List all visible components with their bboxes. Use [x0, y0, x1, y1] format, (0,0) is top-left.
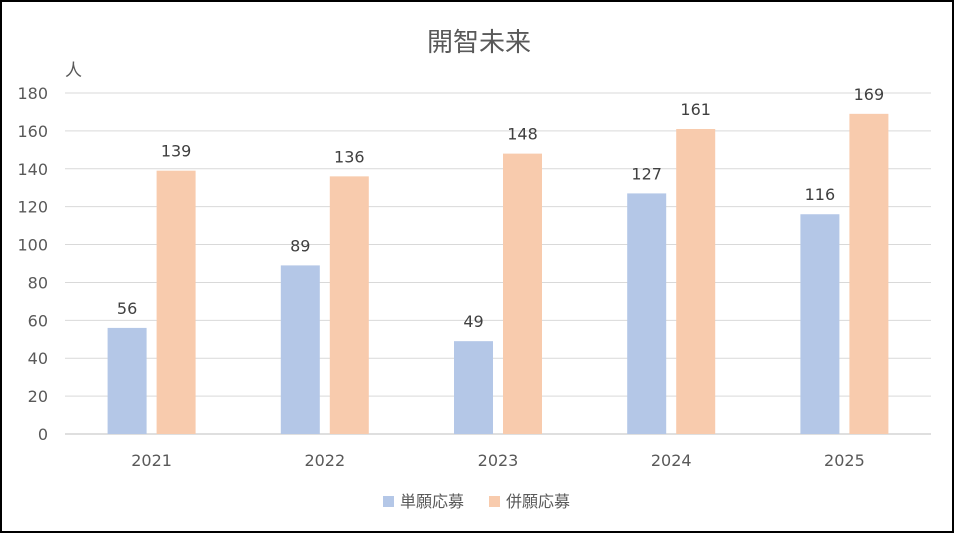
- chart-title: 開智未来: [427, 28, 531, 58]
- data-label: 148: [507, 125, 538, 144]
- axis-ticks: 0 20 40 60 80 100 120 140 160 180 2021 2022 2023 2024…: [17, 84, 864, 470]
- bars: [107, 113, 889, 434]
- bar: [329, 176, 369, 434]
- y-axis-unit: 人: [65, 61, 82, 81]
- y-tick-label: 100: [17, 236, 48, 255]
- y-tick-label: 180: [17, 84, 48, 103]
- bar: [676, 128, 716, 434]
- legend-label: 単願応募: [400, 492, 464, 511]
- y-tick-label: 60: [28, 311, 48, 330]
- x-tick-label: 2023: [478, 451, 519, 470]
- y-tick-label: 20: [28, 387, 48, 406]
- bar: [503, 153, 542, 434]
- x-tick-label: 2021: [131, 451, 172, 470]
- bar: [280, 265, 320, 434]
- bar: [156, 170, 196, 434]
- bar: [800, 214, 840, 434]
- y-tick-label: 140: [17, 160, 48, 179]
- grid-lines: [65, 92, 931, 435]
- data-label: 139: [161, 142, 192, 161]
- legend-swatch: [489, 496, 500, 507]
- bar: [454, 341, 493, 434]
- legend-label: 併願応募: [506, 492, 570, 511]
- x-tick-label: 2022: [304, 451, 345, 470]
- legend-swatch: [383, 496, 394, 507]
- data-label: 169: [854, 85, 885, 104]
- data-label: 116: [805, 185, 836, 204]
- bar: [627, 193, 667, 434]
- y-tick-label: 0: [38, 425, 48, 444]
- chart-legend: 単願応募 併願応募: [383, 492, 570, 511]
- data-label: 49: [463, 312, 483, 331]
- data-label: 89: [290, 236, 310, 255]
- y-tick-label: 40: [28, 349, 48, 368]
- y-tick-label: 120: [17, 198, 48, 217]
- data-label: 127: [631, 164, 662, 183]
- data-label: 56: [117, 299, 137, 318]
- y-tick-label: 160: [17, 122, 48, 141]
- bar: [849, 113, 889, 434]
- data-label: 161: [680, 100, 711, 119]
- bar: [107, 327, 147, 434]
- x-tick-label: 2025: [824, 451, 865, 470]
- x-tick-label: 2024: [651, 451, 692, 470]
- y-tick-label: 80: [28, 273, 48, 292]
- data-labels: 56 139 89 136 49 148 127 161 116 169: [117, 85, 884, 331]
- data-label: 136: [334, 147, 365, 166]
